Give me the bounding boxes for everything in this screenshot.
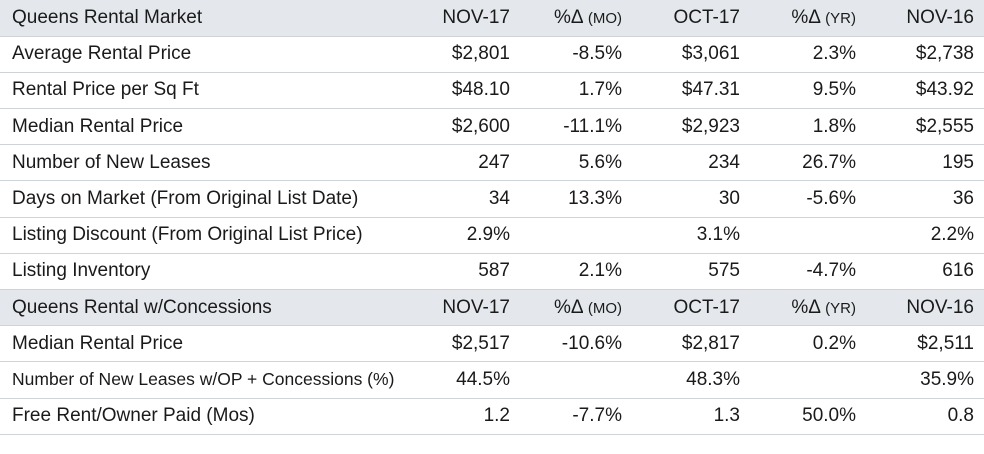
cell-nov16: 616 bbox=[866, 253, 984, 291]
table-row: Listing Discount (From Original List Pri… bbox=[0, 217, 984, 254]
table-row: Average Rental Price $2,801 -8.5% $3,061… bbox=[0, 36, 984, 73]
cell-nov16: $2,555 bbox=[866, 108, 984, 146]
row-label: Average Rental Price bbox=[0, 36, 420, 73]
row-label: Days on Market (From Original List Date) bbox=[0, 180, 420, 218]
cell-nov17: 587 bbox=[420, 253, 520, 291]
section1-header-row: Queens Rental Market NOV-17 %Δ (MO) OCT-… bbox=[0, 0, 984, 37]
cell-oct17: 3.1% bbox=[632, 217, 750, 254]
cell-oct17: $3,061 bbox=[632, 36, 750, 73]
cell-nov17: $2,517 bbox=[420, 325, 520, 363]
cell-pct-mo bbox=[520, 361, 632, 399]
cell-pct-mo: 5.6% bbox=[520, 144, 632, 182]
section1-col-pct-mo: %Δ (MO) bbox=[520, 0, 632, 37]
section2-col-pct-mo: %Δ (MO) bbox=[520, 289, 632, 327]
cell-pct-yr bbox=[750, 217, 866, 254]
section2-col-nov16: NOV-16 bbox=[866, 289, 984, 327]
section2-title: Queens Rental w/Concessions bbox=[0, 289, 420, 327]
cell-nov17: 2.9% bbox=[420, 217, 520, 254]
cell-nov17: 34 bbox=[420, 180, 520, 218]
cell-oct17: 30 bbox=[632, 180, 750, 218]
cell-pct-yr: -5.6% bbox=[750, 180, 866, 218]
cell-oct17: 234 bbox=[632, 144, 750, 182]
cell-oct17: $47.31 bbox=[632, 72, 750, 110]
cell-pct-mo: 1.7% bbox=[520, 72, 632, 110]
section1-title: Queens Rental Market bbox=[0, 0, 420, 37]
cell-pct-yr: 26.7% bbox=[750, 144, 866, 182]
cell-nov17: $48.10 bbox=[420, 72, 520, 110]
cell-nov17: $2,600 bbox=[420, 108, 520, 146]
cell-oct17: 48.3% bbox=[632, 361, 750, 399]
cell-oct17: 575 bbox=[632, 253, 750, 291]
section2-header-row: Queens Rental w/Concessions NOV-17 %Δ (M… bbox=[0, 289, 984, 327]
table-row: Median Rental Price $2,517 -10.6% $2,817… bbox=[0, 325, 984, 363]
table-row: Listing Inventory 587 2.1% 575 -4.7% 616 bbox=[0, 253, 984, 291]
cell-pct-yr: -4.7% bbox=[750, 253, 866, 291]
cell-oct17: 1.3 bbox=[632, 398, 750, 435]
table-row: Rental Price per Sq Ft $48.10 1.7% $47.3… bbox=[0, 72, 984, 110]
cell-nov17: $2,801 bbox=[420, 36, 520, 73]
row-label: Listing Inventory bbox=[0, 253, 420, 291]
row-label: Rental Price per Sq Ft bbox=[0, 72, 420, 110]
cell-nov16: $2,738 bbox=[866, 36, 984, 73]
cell-nov16: 0.8 bbox=[866, 398, 984, 435]
cell-oct17: $2,817 bbox=[632, 325, 750, 363]
cell-pct-yr: 50.0% bbox=[750, 398, 866, 435]
section2-col-pct-yr: %Δ (YR) bbox=[750, 289, 866, 327]
table-row: Number of New Leases 247 5.6% 234 26.7% … bbox=[0, 144, 984, 182]
cell-nov16: $2,511 bbox=[866, 325, 984, 363]
cell-pct-yr: 9.5% bbox=[750, 72, 866, 110]
cell-nov17: 247 bbox=[420, 144, 520, 182]
row-label: Free Rent/Owner Paid (Mos) bbox=[0, 398, 420, 435]
section1-col-nov17: NOV-17 bbox=[420, 0, 520, 37]
table-row: Free Rent/Owner Paid (Mos) 1.2 -7.7% 1.3… bbox=[0, 398, 984, 435]
cell-nov16: 2.2% bbox=[866, 217, 984, 254]
row-label: Number of New Leases w/OP + Concessions … bbox=[0, 361, 420, 399]
row-label: Number of New Leases bbox=[0, 144, 420, 182]
cell-nov16: 195 bbox=[866, 144, 984, 182]
section1-col-oct17: OCT-17 bbox=[632, 0, 750, 37]
cell-pct-yr: 2.3% bbox=[750, 36, 866, 73]
cell-pct-mo: -10.6% bbox=[520, 325, 632, 363]
rental-market-table: Queens Rental Market NOV-17 %Δ (MO) OCT-… bbox=[0, 0, 984, 435]
cell-nov16: 35.9% bbox=[866, 361, 984, 399]
section1-col-pct-yr: %Δ (YR) bbox=[750, 0, 866, 37]
section2-col-nov17: NOV-17 bbox=[420, 289, 520, 327]
table-row: Median Rental Price $2,600 -11.1% $2,923… bbox=[0, 108, 984, 146]
cell-pct-mo: 2.1% bbox=[520, 253, 632, 291]
cell-oct17: $2,923 bbox=[632, 108, 750, 146]
table-row: Days on Market (From Original List Date)… bbox=[0, 180, 984, 218]
section2-col-oct17: OCT-17 bbox=[632, 289, 750, 327]
table-row: Number of New Leases w/OP + Concessions … bbox=[0, 361, 984, 399]
cell-nov17: 1.2 bbox=[420, 398, 520, 435]
cell-pct-yr: 0.2% bbox=[750, 325, 866, 363]
cell-nov16: 36 bbox=[866, 180, 984, 218]
cell-nov17: 44.5% bbox=[420, 361, 520, 399]
cell-pct-yr: 1.8% bbox=[750, 108, 866, 146]
cell-pct-mo: -7.7% bbox=[520, 398, 632, 435]
cell-pct-yr bbox=[750, 361, 866, 399]
row-label: Listing Discount (From Original List Pri… bbox=[0, 217, 420, 254]
row-label: Median Rental Price bbox=[0, 325, 420, 363]
row-label: Median Rental Price bbox=[0, 108, 420, 146]
cell-nov16: $43.92 bbox=[866, 72, 984, 110]
cell-pct-mo: 13.3% bbox=[520, 180, 632, 218]
cell-pct-mo bbox=[520, 217, 632, 254]
cell-pct-mo: -8.5% bbox=[520, 36, 632, 73]
cell-pct-mo: -11.1% bbox=[520, 108, 632, 146]
section1-col-nov16: NOV-16 bbox=[866, 0, 984, 37]
